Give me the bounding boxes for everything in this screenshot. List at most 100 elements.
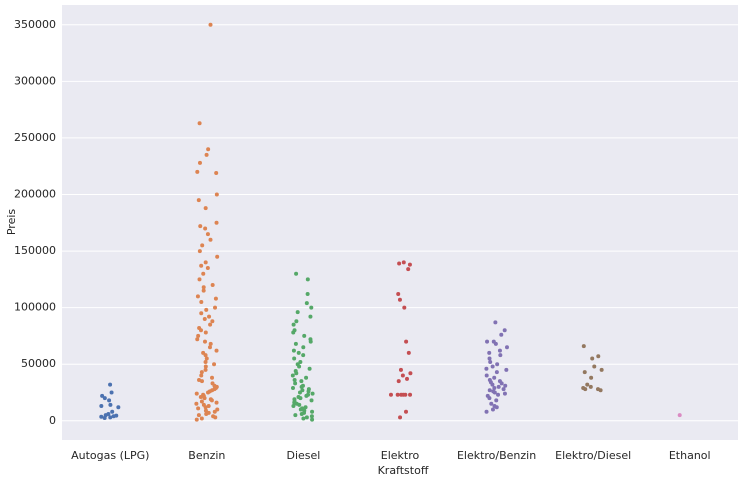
point — [484, 373, 489, 378]
point — [590, 356, 595, 361]
point — [198, 328, 203, 333]
point — [203, 353, 208, 358]
point — [495, 362, 500, 367]
point — [395, 392, 400, 397]
point — [485, 339, 490, 344]
y-tick-label: 350000 — [14, 18, 56, 31]
point — [484, 366, 489, 371]
point — [290, 385, 295, 390]
point — [490, 407, 495, 412]
x-tick-label: Benzin — [188, 449, 225, 462]
point — [290, 373, 295, 378]
point — [303, 405, 308, 410]
point — [398, 415, 403, 420]
point — [297, 390, 302, 395]
point — [206, 147, 211, 152]
point — [488, 359, 493, 364]
point — [489, 401, 494, 406]
point — [309, 398, 314, 403]
point — [102, 396, 107, 401]
point — [310, 417, 315, 422]
point — [203, 330, 208, 335]
point — [197, 277, 202, 282]
point — [291, 404, 296, 409]
point — [208, 341, 213, 346]
point — [201, 271, 206, 276]
point — [494, 405, 499, 410]
point — [581, 344, 586, 349]
point — [499, 332, 504, 337]
point — [494, 370, 499, 375]
point — [304, 375, 309, 380]
x-tick-label: Elektro — [381, 449, 420, 462]
point — [214, 171, 219, 176]
point — [204, 152, 209, 157]
point — [293, 341, 298, 346]
point — [208, 22, 213, 27]
point — [210, 283, 215, 288]
point — [301, 416, 306, 421]
point — [202, 316, 207, 321]
point — [306, 389, 311, 394]
point — [108, 415, 113, 420]
point — [197, 249, 202, 254]
point — [405, 376, 410, 381]
point — [198, 224, 203, 229]
point — [308, 314, 313, 319]
point — [201, 285, 206, 290]
point — [297, 402, 302, 407]
point — [492, 375, 497, 380]
point — [295, 310, 300, 315]
point — [214, 220, 219, 225]
point — [496, 384, 501, 389]
point — [213, 415, 218, 420]
point — [204, 356, 209, 361]
point — [490, 364, 495, 369]
point — [298, 396, 303, 401]
point — [199, 311, 204, 316]
point — [208, 322, 213, 327]
point — [497, 348, 502, 353]
point — [493, 341, 498, 346]
point — [406, 350, 411, 355]
point — [100, 393, 105, 398]
point — [205, 232, 210, 237]
point — [396, 292, 401, 297]
point — [99, 404, 104, 409]
point — [214, 400, 219, 405]
point — [401, 260, 406, 265]
point — [298, 359, 303, 364]
point — [397, 297, 402, 302]
point — [199, 263, 204, 268]
point — [307, 366, 312, 371]
point — [108, 402, 113, 407]
point — [598, 388, 603, 393]
y-tick-label: 0 — [49, 414, 56, 427]
point — [484, 409, 489, 414]
point — [299, 411, 304, 416]
point — [305, 277, 310, 282]
point — [99, 414, 104, 419]
point — [583, 387, 588, 392]
point — [677, 413, 682, 418]
point — [305, 292, 310, 297]
point — [110, 409, 115, 414]
x-axis-label: Kraftstoff — [378, 464, 429, 477]
point — [102, 415, 107, 420]
x-tick-label: Autogas (LPG) — [71, 449, 149, 462]
y-tick-label: 200000 — [14, 187, 56, 200]
point — [504, 367, 509, 372]
point — [199, 379, 204, 384]
point — [294, 271, 299, 276]
y-tick-label: 250000 — [14, 131, 56, 144]
point — [199, 416, 204, 421]
point — [296, 350, 301, 355]
point — [199, 299, 204, 304]
point — [196, 413, 201, 418]
point — [194, 391, 199, 396]
point — [196, 406, 201, 411]
point — [397, 261, 402, 266]
point — [194, 401, 199, 406]
point — [201, 288, 206, 293]
